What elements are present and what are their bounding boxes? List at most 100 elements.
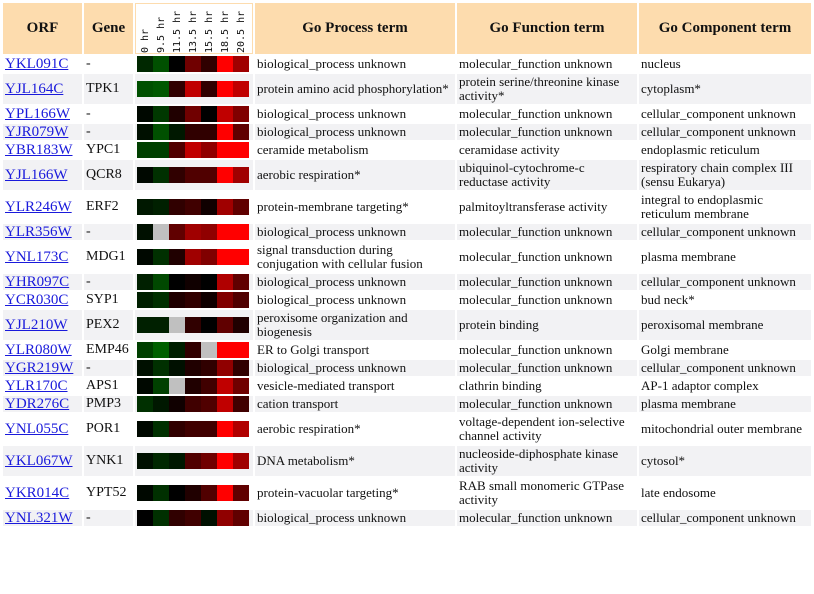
orf-cell: YKL091C — [3, 56, 82, 72]
orf-link[interactable]: YLR356W — [5, 224, 72, 240]
heatmap-cell — [135, 274, 253, 290]
orf-link[interactable]: YGR219W — [5, 360, 74, 376]
component-cell: nucleus — [641, 56, 681, 71]
gene-cell: - — [84, 510, 133, 526]
expression-cell — [137, 378, 153, 394]
orf-link[interactable]: YLR170C — [5, 378, 68, 394]
orf-cell: YLR080W — [3, 342, 82, 358]
process-cell: biological_process unknown — [257, 56, 407, 71]
heatmap-cell — [135, 192, 253, 222]
component-cell: bud neck* — [641, 292, 695, 307]
process-cell: biological_process unknown — [255, 360, 455, 376]
expression-cell — [185, 249, 201, 265]
expression-cell — [201, 421, 217, 437]
expression-cell — [233, 199, 249, 215]
orf-link[interactable]: YNL173C — [5, 249, 69, 265]
table-row: YNL055C POR1 aerobic respiration* voltage-d… — [3, 414, 811, 444]
process-cell: protein-membrane targeting* — [257, 199, 409, 214]
process-cell: protein-vacuolar targeting* — [257, 485, 399, 500]
orf-link[interactable]: YJL164C — [5, 81, 64, 97]
header-orf: ORF — [3, 3, 82, 54]
expression-cell — [233, 167, 249, 183]
orf-link[interactable]: YNL055C — [5, 421, 69, 437]
expression-strip — [137, 378, 251, 394]
orf-link[interactable]: YKL067W — [5, 453, 73, 469]
expression-cell — [201, 453, 217, 469]
table-row: YJL164C TPK1 protein amino acid phosphoryl… — [3, 74, 811, 104]
gene-cell: MDG1 — [86, 249, 126, 264]
function-cell: molecular_function unknown — [457, 224, 637, 240]
expression-cell — [169, 317, 185, 333]
expression-cell — [185, 106, 201, 122]
expression-cell — [185, 292, 201, 308]
expression-strip — [137, 317, 251, 333]
orf-link[interactable]: YCR030C — [5, 292, 69, 308]
table-row: YNL173C MDG1 signal transduction during co… — [3, 242, 811, 272]
component-cell: cellular_component unknown — [639, 224, 811, 240]
expression-cell — [137, 292, 153, 308]
orf-link[interactable]: YBR183W — [5, 142, 73, 158]
expression-cell — [185, 167, 201, 183]
expression-cell — [217, 360, 233, 376]
expression-cell — [201, 167, 217, 183]
orf-link[interactable]: YLR080W — [5, 342, 72, 358]
heatmap-cell — [135, 292, 253, 308]
expression-cell — [201, 360, 217, 376]
expression-cell — [169, 342, 185, 358]
function-cell: ubiquinol-cytochrome-c reductase activit… — [457, 160, 637, 190]
orf-cell: YPL166W — [3, 106, 82, 122]
expression-cell — [201, 81, 217, 97]
expression-cell — [153, 142, 169, 158]
expression-cell — [137, 249, 153, 265]
expression-cell — [185, 485, 201, 501]
orf-link[interactable]: YJR079W — [5, 124, 69, 140]
expression-cell — [185, 317, 201, 333]
expression-cell — [233, 342, 249, 358]
orf-cell: YNL321W — [3, 510, 82, 526]
table-row: YGR219W - biological_process unknown molecu… — [3, 360, 811, 376]
expression-cell — [185, 510, 201, 526]
expression-cell — [137, 510, 153, 526]
header-timepoints: 0 hr 9.5 hr 11.5 hr 13.5 hr 15.5 hr 18.5 hr 20… — [135, 3, 253, 54]
table-row: YKL091C - biological_process unknown molecu… — [3, 56, 811, 72]
expression-cell — [137, 360, 153, 376]
expression-cell — [217, 485, 233, 501]
orf-link[interactable]: YJL210W — [5, 317, 68, 333]
orf-link[interactable]: YKR014C — [5, 485, 70, 501]
table-row: YBR183W YPC1 ceramide metabolism ceramidase… — [3, 142, 811, 158]
expression-strip — [137, 485, 251, 501]
orf-link[interactable]: YPL166W — [5, 106, 70, 122]
process-cell: biological_process unknown — [255, 224, 455, 240]
expression-strip — [137, 292, 251, 308]
table-row: YJL166W QCR8 aerobic respiration* ubiquinol… — [3, 160, 811, 190]
expression-cell — [137, 274, 153, 290]
gene-cell: APS1 — [86, 378, 119, 393]
expression-cell — [185, 396, 201, 412]
orf-link[interactable]: YNL321W — [5, 510, 73, 526]
orf-link[interactable]: YKL091C — [5, 56, 69, 72]
orf-link[interactable]: YJL166W — [5, 167, 68, 183]
expression-cell — [233, 274, 249, 290]
expression-cell — [185, 378, 201, 394]
expression-cell — [153, 199, 169, 215]
expression-cell — [153, 360, 169, 376]
function-cell: nucleoside-diphosphate kinase activity — [457, 446, 637, 476]
expression-cell — [201, 56, 217, 72]
expression-strip — [137, 142, 251, 158]
expression-cell — [185, 453, 201, 469]
orf-link[interactable]: YHR097C — [5, 274, 70, 290]
expression-cell — [201, 378, 217, 394]
component-cell: peroxisomal membrane — [639, 310, 811, 340]
expression-cell — [185, 199, 201, 215]
expression-cell — [169, 249, 185, 265]
table-row: YJR079W - biological_process unknown molecu… — [3, 124, 811, 140]
process-cell: ER to Golgi transport — [257, 342, 370, 357]
gene-cell: - — [84, 274, 133, 290]
orf-link[interactable]: YLR246W — [5, 199, 72, 215]
expression-strip — [137, 106, 251, 122]
expression-cell — [233, 249, 249, 265]
expression-cell — [233, 360, 249, 376]
orf-link[interactable]: YDR276C — [5, 396, 70, 412]
gene-cell: - — [84, 124, 133, 140]
expression-cell — [153, 81, 169, 97]
